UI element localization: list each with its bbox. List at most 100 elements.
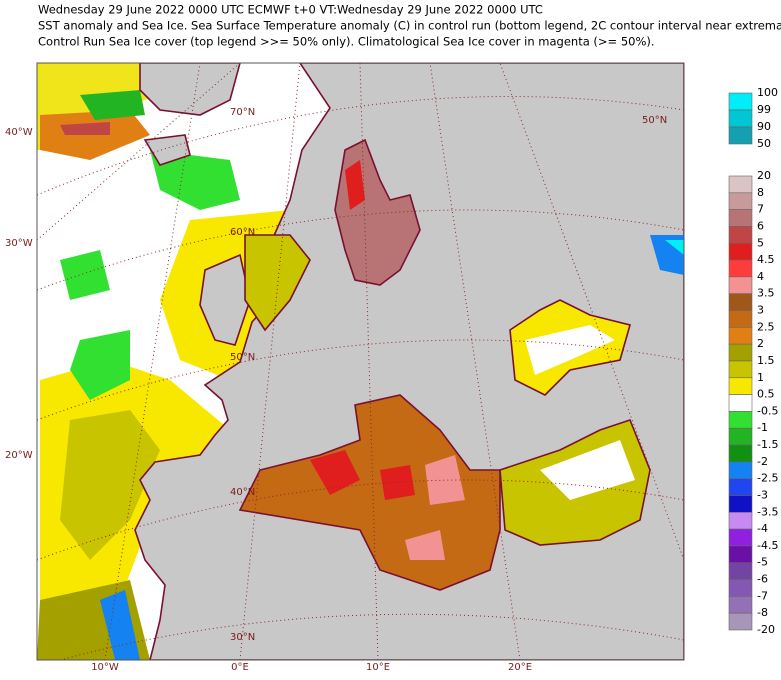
legend-swatch: [728, 579, 753, 597]
legend-swatch: [728, 209, 753, 227]
legend-label: 1: [757, 371, 764, 384]
legend-swatch: [728, 444, 753, 463]
header-line: SST anomaly and Sea Ice. Sea Surface Tem…: [38, 19, 781, 33]
legend-swatch: [728, 126, 753, 145]
graticule: [37, 479, 684, 561]
legend-swatch: [728, 310, 753, 328]
sst-area: [405, 530, 445, 560]
legend-label: -20: [757, 623, 775, 636]
lat-label: 70°N: [230, 107, 255, 118]
legend-swatch: [728, 276, 753, 295]
graticule: [37, 63, 241, 241]
legend-label: 3: [757, 304, 764, 317]
legend-label: -8: [757, 606, 768, 619]
legend-swatch: [728, 327, 753, 345]
legend-swatch: [728, 511, 753, 530]
legend-label: 8: [757, 186, 764, 199]
graticule: [37, 209, 684, 291]
graticule: [37, 95, 684, 196]
graticule: [104, 63, 201, 660]
sst-area: [70, 330, 130, 400]
legend-swatch: [728, 92, 753, 111]
legend-swatch: [728, 528, 753, 547]
legend-label: 50: [757, 137, 771, 150]
header-line: Wednesday 29 June 2022 0000 UTC ECMWF t+…: [38, 3, 543, 17]
sst-area: [345, 160, 365, 210]
sst-area: [540, 440, 635, 500]
legend-label: -3.5: [757, 505, 778, 518]
legend-label: -0.5: [757, 404, 778, 417]
legend-swatch: [728, 612, 753, 631]
sst-area: [80, 90, 145, 120]
legend-swatch: [728, 461, 753, 479]
legend-label: 3.5: [757, 287, 775, 300]
legend-label: 5: [757, 236, 764, 249]
legend-label: -4: [757, 522, 768, 535]
lon-label: 10°W: [91, 662, 119, 673]
legend-label: 20: [757, 169, 771, 182]
legend-swatch: [728, 175, 753, 194]
legend-swatch: [728, 192, 753, 210]
legend-swatch: [728, 226, 753, 244]
sst-area: [244, 234, 311, 332]
legend-label: -6: [757, 573, 768, 586]
legend-swatch: [728, 545, 753, 564]
legend-swatch: [728, 495, 753, 513]
sst-area: [525, 325, 615, 375]
legend-swatch: [728, 293, 753, 311]
legend-swatch: [728, 478, 753, 496]
lon-label: 40°W: [5, 127, 33, 138]
legends: 100 99 90 50 20 8 7 6 5 4.5 4 3.5 3 2.5 2 1.5 1 0.5 -0.5 -1…: [728, 86, 778, 636]
lon-label: 20°W: [5, 450, 33, 461]
lon-label: 30°W: [5, 238, 33, 249]
graticule: [429, 63, 521, 660]
legend-swatch: [728, 411, 753, 429]
land: [199, 253, 251, 346]
sst-area: [60, 410, 160, 560]
sst-area: [425, 455, 465, 505]
legend-label: 0.5: [757, 388, 775, 401]
legend-label: -5: [757, 556, 768, 569]
legend-swatch: [728, 562, 753, 580]
map: 70°N 60°N 50°N 40°N 30°N 50°N 40°W 30°W …: [5, 62, 685, 673]
legend-label: 99: [757, 103, 771, 116]
ice-area: [665, 240, 684, 255]
legend-label: -2: [757, 455, 768, 468]
lat-label: 60°N: [230, 227, 255, 238]
lat-label: 50°N: [642, 115, 667, 126]
graticule: [239, 63, 301, 660]
legend-label: 6: [757, 219, 764, 232]
sst-area: [150, 150, 240, 210]
legend-swatch: [728, 427, 753, 446]
legend-swatch: [728, 259, 753, 278]
lon-label: 10°E: [366, 662, 390, 673]
legend-label: 4: [757, 270, 764, 283]
graticule: [37, 339, 684, 421]
legend-label: 7: [757, 203, 764, 216]
legend-label: 2: [757, 337, 764, 350]
legend-label: 2.5: [757, 320, 775, 333]
land: [139, 63, 241, 116]
legend-swatch: [728, 343, 753, 362]
legend-label: 1.5: [757, 354, 775, 367]
lat-label: 50°N: [230, 352, 255, 363]
lat-label: 30°N: [230, 632, 255, 643]
legend-swatch: [728, 596, 753, 614]
legend-swatch: [728, 377, 753, 395]
legend-label: 100: [757, 86, 778, 99]
lon-label: 0°E: [231, 662, 249, 673]
legend-label: -7: [757, 589, 768, 602]
legend-label: -1: [757, 421, 768, 434]
legend-swatch: [728, 394, 753, 412]
legend-swatch: [728, 360, 753, 379]
legend-swatch: [728, 109, 753, 128]
land: [143, 134, 191, 166]
graticule: [499, 63, 684, 561]
sst-area: [60, 250, 110, 300]
legend-label: -4.5: [757, 539, 778, 552]
legend-label: 90: [757, 120, 771, 133]
header-line: Control Run Sea Ice cover (top legend >>…: [38, 35, 655, 49]
legend-label: -1.5: [757, 438, 778, 451]
sst-area: [60, 122, 110, 135]
